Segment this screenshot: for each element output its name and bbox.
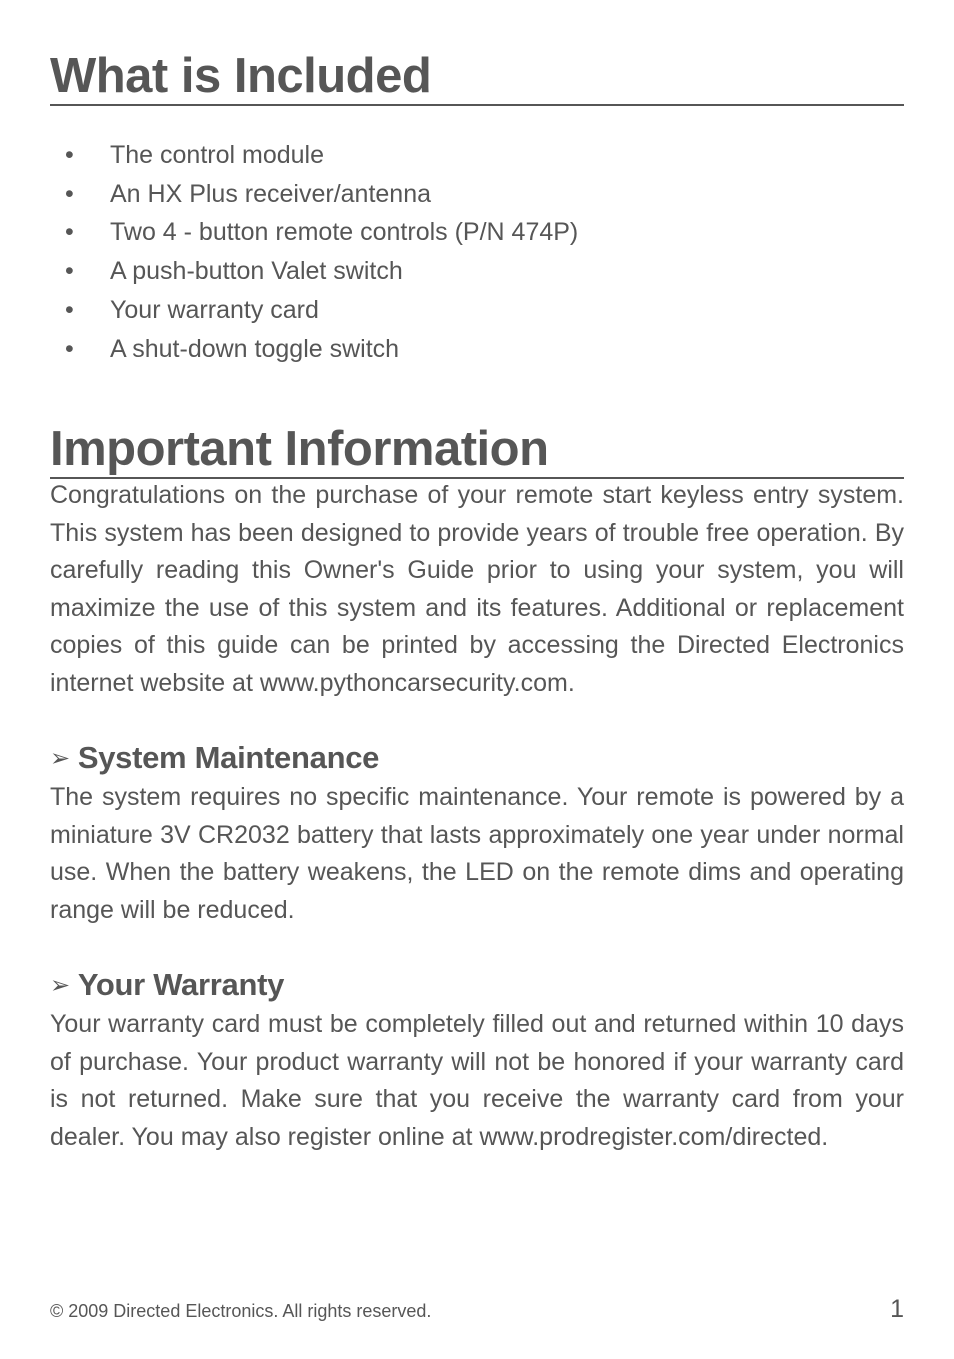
intro-paragraph: Congratulations on the purchase of your … — [50, 477, 904, 702]
list-item: An HX Plus receiver/antenna — [60, 175, 904, 214]
list-item: Your warranty card — [60, 291, 904, 330]
subheading-maintenance: System Maintenance — [50, 740, 904, 776]
maintenance-paragraph: The system requires no specific maintena… — [50, 779, 904, 929]
page-number: 1 — [890, 1295, 904, 1324]
intro-text: Congratulations on the purchase of your … — [50, 481, 904, 697]
warranty-paragraph: Your warranty card must be completely fi… — [50, 1006, 904, 1156]
list-item: The control module — [60, 136, 904, 175]
intro-suffix: . — [568, 669, 575, 697]
website-link-register: www.prodregister.com/directed. — [479, 1123, 828, 1151]
subheading-warranty: Your Warranty — [50, 967, 904, 1003]
included-list: The control module An HX Plus receiver/a… — [60, 136, 904, 369]
list-item: Two 4 - button remote controls (P/N 474P… — [60, 213, 904, 252]
website-link-python: www.pythoncarsecurity.com — [260, 669, 568, 697]
page-footer: © 2009 Directed Electronics. All rights … — [50, 1295, 904, 1324]
list-item: A push-button Valet switch — [60, 252, 904, 291]
section-heading-important: Important Information — [50, 423, 904, 479]
section-heading-included: What is Included — [50, 50, 904, 106]
copyright-text: © 2009 Directed Electronics. All rights … — [50, 1301, 431, 1322]
list-item: A shut-down toggle switch — [60, 330, 904, 369]
